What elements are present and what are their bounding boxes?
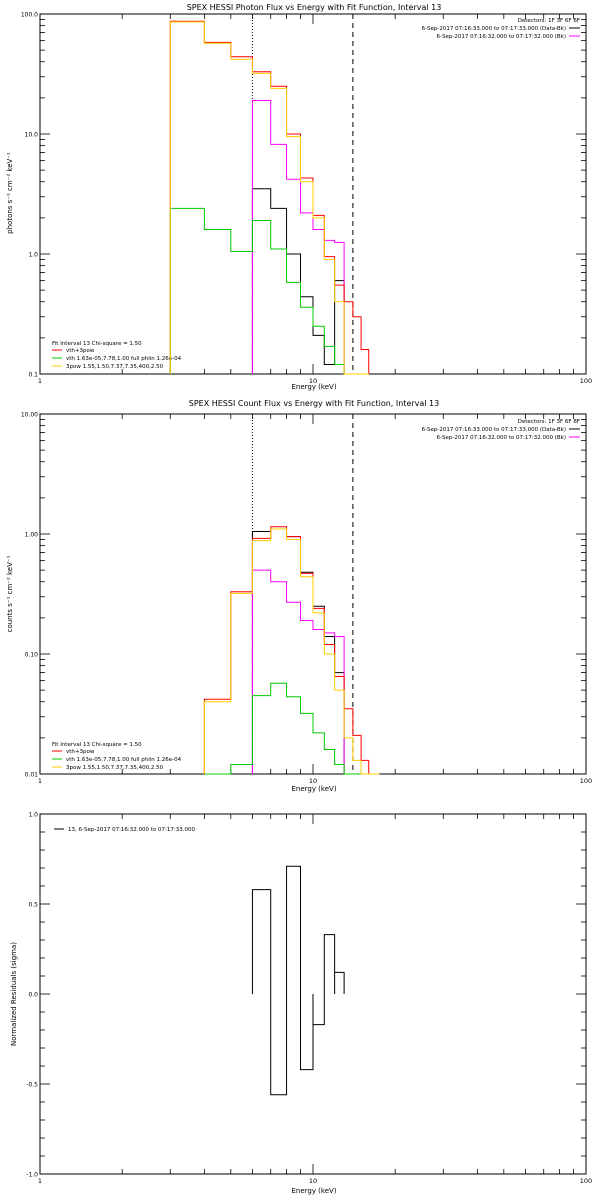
fit-legend-title: Fit Interval 13 Chi-square = 1.50: [52, 742, 142, 748]
x-tick-label: 100: [580, 377, 592, 385]
series-vth-histogram: [204, 682, 380, 775]
vth-legend-text: vth 1.63e-05,7.78,1.00 full phlin 1.26e-…: [66, 757, 182, 763]
x-tick-label: 1: [38, 377, 42, 385]
y-tick-label: 0.10: [25, 652, 39, 659]
y-tick-label: 1.0: [28, 252, 38, 259]
y-tick-label: 0.1: [28, 372, 38, 379]
x-tick-label: 100: [580, 777, 592, 785]
residuals-panel: Energy (keV) Normalized Residuals (sigma…: [10, 812, 592, 1196]
data-bk-interval-text: 6-Sep-2017 07:16:33.000 to 07:17:33.000 …: [422, 26, 566, 32]
x-axis-label: Energy (keV): [291, 383, 336, 391]
series-3pow-histogram: [169, 21, 369, 375]
bk-interval-text: 6-Sep-2017 07:16:32.000 to 07:17:32.000 …: [437, 435, 567, 441]
series-13-histogram: [251, 865, 345, 1096]
3pow-legend-text: 3pow 1.55,1.50,7.37,7.35,400,2.50: [66, 364, 164, 370]
chart-title: SPEX HESSI Photon Flux vs Energy with Fi…: [187, 3, 442, 12]
y-tick-label: -1.0: [26, 1172, 38, 1179]
series-data-bk-histogram: [251, 188, 345, 374]
y-axis-label: photons s⁻¹ cm⁻² keV⁻¹: [6, 152, 14, 234]
x-axis-label: Energy (keV): [291, 1187, 336, 1195]
y-tick-label: 0.01: [25, 772, 39, 779]
vth3pow-legend-text: vth+3pow: [66, 749, 95, 755]
photon-flux-panel: SPEX HESSI Photon Flux vs Energy with Fi…: [6, 3, 592, 391]
y-tick-label: 1.00: [25, 532, 39, 539]
3pow-legend-text: 3pow 1.55,1.50,7.37,7.35,400,2.50: [66, 765, 164, 771]
x-tick-label: 100: [580, 1177, 592, 1185]
y-tick-label: 10.00: [21, 412, 38, 419]
detectors-text: Detectors: 1F 3F 6F 8F: [518, 18, 580, 24]
data-bk-interval-text: 6-Sep-2017 07:16:33.000 to 07:17:33.000 …: [422, 427, 566, 433]
y-tick-label: 1.0: [28, 812, 38, 819]
vth3pow-legend-text: vth+3pow: [66, 348, 95, 354]
vth-legend-text: vth 1.63e-05,7.78,1.00 full phlin 1.26e-…: [66, 356, 182, 362]
x-tick-label: 10: [309, 777, 317, 785]
y-tick-label: 10.0: [25, 132, 39, 139]
y-tick-label: 100.0: [21, 12, 38, 19]
y-axis-label: counts s⁻¹ cm⁻² keV⁻¹: [6, 555, 14, 632]
count-flux-panel: SPEX HESSI Count Flux vs Energy with Fit…: [6, 399, 592, 793]
fit-legend-title: Fit Interval 13 Chi-square = 1.50: [52, 341, 142, 347]
series-bk-histogram: [251, 569, 345, 774]
y-axis-label: Normalized Residuals (sigma): [10, 942, 18, 1046]
y-tick-label: -0.5: [26, 1082, 38, 1089]
y-tick-label: 0.0: [28, 992, 38, 999]
chart-title: SPEX HESSI Count Flux vs Energy with Fit…: [189, 399, 440, 408]
series-bk-histogram: [251, 100, 345, 374]
bk-interval-text: 6-Sep-2017 07:16:32.000 to 07:17:32.000 …: [437, 34, 567, 40]
x-tick-label: 1: [38, 1177, 42, 1185]
series-3pow-histogram: [203, 528, 380, 775]
x-tick-label: 10: [309, 377, 317, 385]
x-tick-label: 10: [309, 1177, 317, 1185]
y-tick-label: 0.5: [28, 902, 38, 909]
detectors-text: Detectors: 1F 3F 6F 8F: [518, 419, 580, 425]
x-tick-label: 1: [38, 777, 42, 785]
residual-legend-text: 13, 6-Sep-2017 07:16:32.000 to 07:17:33.…: [68, 827, 195, 833]
x-axis-label: Energy (keV): [291, 785, 336, 793]
